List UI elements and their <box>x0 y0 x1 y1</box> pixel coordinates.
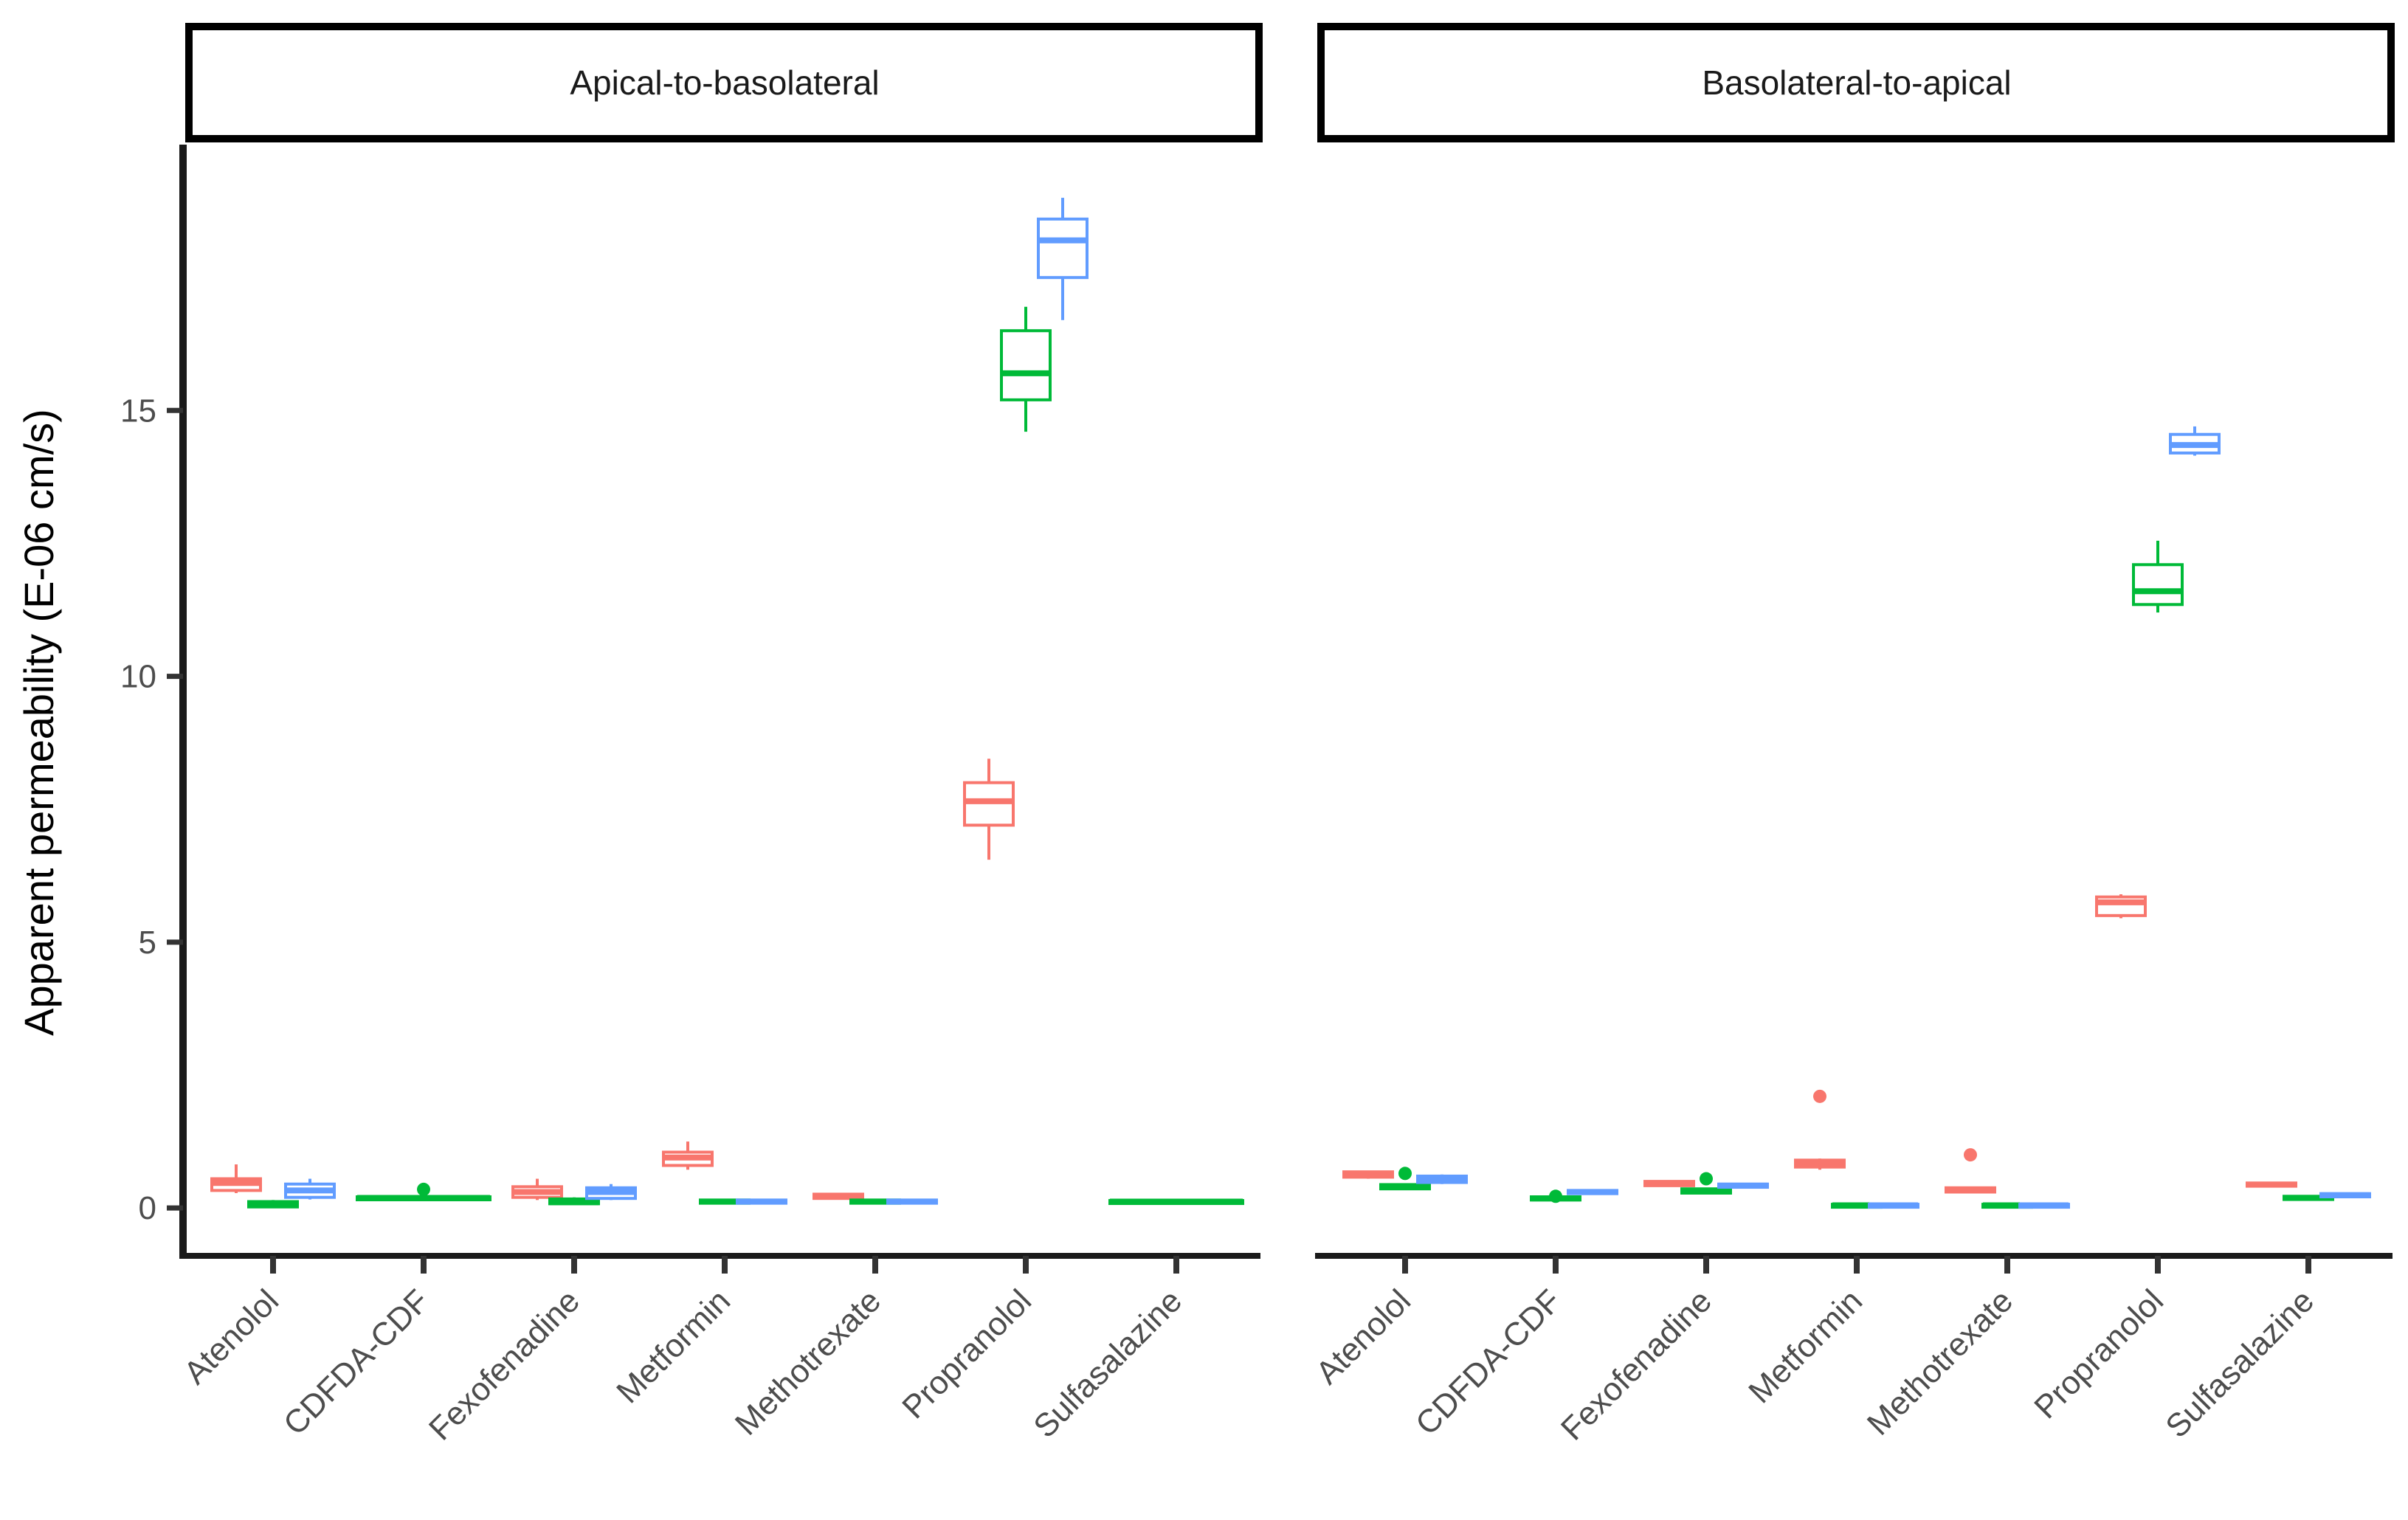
box-propranolol <box>2095 894 2147 919</box>
box-propranolol <box>1037 198 1089 320</box>
box-atenolol <box>1379 1167 1431 1191</box>
box-atenolol <box>1342 1170 1394 1179</box>
facet-strips: Apical-to-basolateral Basolateral-to-apic… <box>185 23 2395 142</box>
box-fexofenadine <box>1717 1182 1769 1189</box>
axes <box>167 145 2393 1274</box>
box-atenolol <box>247 1200 299 1209</box>
facet-strip-box <box>185 23 1263 142</box>
box-propranolol <box>963 759 1015 860</box>
chart-marks <box>210 198 2371 1209</box>
box-body <box>1037 217 1089 280</box>
x-tick-label: Propranolol <box>895 1282 1038 1426</box>
box-methotrexate <box>2018 1202 2070 1209</box>
x-tick-label: CDFDA-CDF <box>277 1282 436 1442</box>
y-tick-label: 10 <box>120 659 156 695</box>
x-tick-label: Atenolol <box>1309 1282 1418 1391</box>
box-sulfasalazine <box>2246 1181 2297 1188</box>
x-tick-label: Atenolol <box>177 1282 286 1391</box>
box-sulfasalazine <box>2319 1192 2371 1199</box>
box-sulfasalazine <box>1108 1198 1244 1206</box>
y-tick-label: 5 <box>139 925 156 961</box>
box-methotrexate <box>886 1198 938 1205</box>
outlier-point <box>1964 1148 1977 1162</box>
x-tick-label: Propranolol <box>2027 1282 2170 1426</box>
box-propranolol <box>2132 540 2184 613</box>
x-tick-label: Fexofenadine <box>422 1282 587 1447</box>
box-cdfda-cdf <box>356 1182 491 1202</box>
box-methotrexate <box>1945 1148 1996 1194</box>
x-tick-label: Fexofenadine <box>1554 1282 1719 1447</box>
box-propranolol <box>2169 426 2221 456</box>
facet-strip-box <box>1317 23 2395 142</box>
y-axis-title: Apparent permeability (E-06 cm/s) <box>15 409 62 1036</box>
outlier-point <box>417 1182 430 1196</box>
x-tick-label: Methotrexate <box>728 1282 888 1442</box>
box-metformin <box>662 1141 714 1170</box>
box-atenolol <box>1416 1174 1468 1184</box>
outlier-point <box>1700 1172 1713 1186</box>
x-tick-label: Sulfasalazine <box>1027 1282 1189 1445</box>
outlier-point <box>1813 1089 1826 1103</box>
x-tick-label: Metformin <box>610 1282 737 1410</box>
x-tick-label: Methotrexate <box>1860 1282 2020 1442</box>
facet-strip-label: Apical-to-basolateral <box>570 63 879 102</box>
box-fexofenadine <box>511 1178 563 1201</box>
box-fexofenadine <box>585 1184 637 1201</box>
x-tick-label: Metformin <box>1742 1282 1869 1410</box>
facet-strip-label: Basolateral-to-apical <box>1702 63 2011 102</box>
box-methotrexate <box>813 1192 864 1201</box>
box-metformin <box>1868 1202 1919 1209</box>
box-fexofenadine <box>548 1197 600 1206</box>
box-propranolol <box>1000 306 1052 432</box>
x-tick-label: CDFDA-CDF <box>1409 1282 1568 1442</box>
box-fexofenadine <box>1680 1172 1732 1195</box>
box-metformin <box>1794 1089 1846 1170</box>
box-atenolol <box>284 1178 336 1200</box>
box-body <box>1000 329 1052 401</box>
box-fexofenadine <box>1643 1180 1695 1187</box>
y-tick-label: 15 <box>120 393 156 429</box>
outlier-point <box>1398 1167 1412 1181</box>
y-tick-label: 0 <box>139 1190 156 1226</box>
box-atenolol <box>210 1164 262 1193</box>
outlier-point <box>1549 1189 1562 1203</box>
box-cdfda-cdf <box>1530 1189 1581 1203</box>
box-metformin <box>736 1198 787 1205</box>
box-body <box>2132 563 2184 607</box>
x-tick-label: Sulfasalazine <box>2159 1282 2321 1445</box>
box-cdfda-cdf <box>1567 1189 1618 1195</box>
